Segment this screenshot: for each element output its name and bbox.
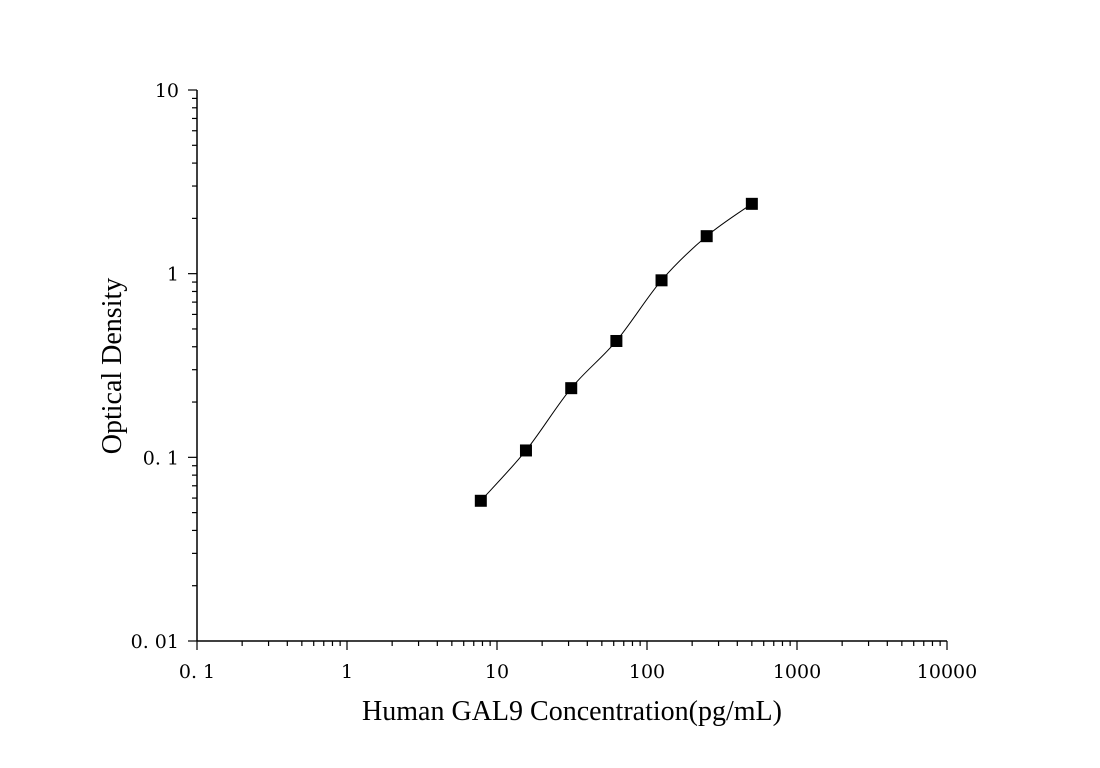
y-tick-label: 0. 1 bbox=[143, 447, 179, 469]
y-tick-label: 0. 01 bbox=[131, 631, 179, 653]
data-point bbox=[474, 494, 487, 507]
y-tick-label: 1 bbox=[167, 264, 179, 286]
y-tick-label: 10 bbox=[155, 80, 179, 102]
x-tick-label: 1 bbox=[341, 661, 353, 683]
data-point bbox=[519, 444, 532, 457]
data-point bbox=[610, 334, 623, 347]
data-point bbox=[700, 230, 713, 243]
x-tick-label: 100 bbox=[629, 661, 665, 683]
data-point bbox=[745, 197, 758, 210]
x-axis-title: Human GAL9 Concentration(pg/mL) bbox=[362, 696, 782, 727]
y-axis-title: Optical Density bbox=[97, 278, 128, 455]
data-point bbox=[655, 274, 668, 287]
markers-layer bbox=[474, 197, 758, 507]
ticks-layer bbox=[188, 89, 948, 650]
x-tick-label: 1000 bbox=[773, 661, 821, 683]
x-tick-label: 0. 1 bbox=[179, 661, 215, 683]
x-tick-label: 10000 bbox=[917, 661, 977, 683]
x-tick-label: 10 bbox=[485, 661, 509, 683]
data-point bbox=[565, 382, 578, 395]
